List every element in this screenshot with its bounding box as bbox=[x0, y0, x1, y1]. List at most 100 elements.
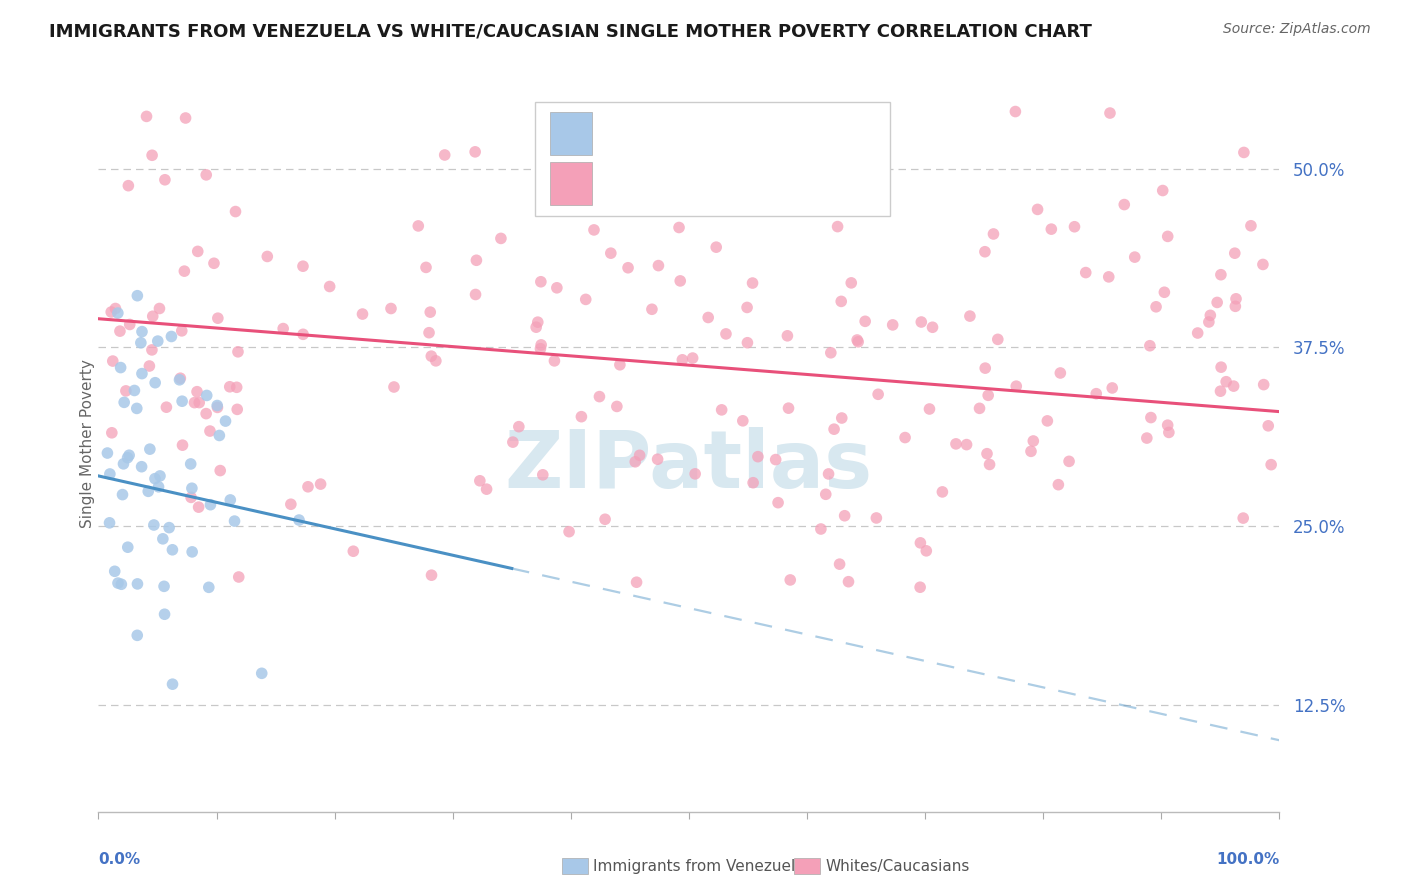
Point bbox=[865, 511, 887, 525]
Point bbox=[1136, 431, 1159, 445]
Point bbox=[112, 457, 135, 471]
Point bbox=[352, 307, 374, 321]
Point bbox=[138, 359, 160, 373]
Point bbox=[1152, 184, 1174, 198]
Point bbox=[839, 276, 862, 290]
Point bbox=[959, 309, 981, 323]
Point bbox=[297, 480, 319, 494]
Point bbox=[1198, 315, 1220, 329]
Point bbox=[868, 387, 890, 401]
Point bbox=[153, 607, 176, 622]
Point bbox=[668, 220, 690, 235]
Point bbox=[153, 173, 176, 187]
Point bbox=[155, 401, 177, 415]
Point bbox=[669, 274, 692, 288]
Point bbox=[741, 276, 763, 290]
Point bbox=[1209, 268, 1232, 282]
Point bbox=[974, 244, 997, 259]
Point bbox=[110, 577, 132, 591]
Point bbox=[776, 328, 799, 343]
Text: Source: ZipAtlas.com: Source: ZipAtlas.com bbox=[1223, 22, 1371, 37]
Point bbox=[915, 544, 938, 558]
Point bbox=[882, 318, 904, 332]
Point bbox=[1074, 266, 1097, 280]
Point bbox=[894, 431, 917, 445]
Point bbox=[599, 246, 621, 260]
Point bbox=[810, 522, 832, 536]
Point bbox=[766, 496, 789, 510]
Point bbox=[1063, 219, 1085, 234]
Point bbox=[1085, 386, 1108, 401]
Text: Immigrants from Venezuela: Immigrants from Venezuela bbox=[593, 859, 806, 873]
Point bbox=[226, 402, 249, 417]
Point bbox=[671, 352, 693, 367]
Point bbox=[647, 259, 669, 273]
Point bbox=[910, 536, 932, 550]
Point bbox=[280, 497, 302, 511]
Point bbox=[1156, 418, 1178, 433]
Point bbox=[582, 223, 605, 237]
Point bbox=[547, 200, 569, 214]
Point bbox=[742, 475, 765, 490]
Point bbox=[420, 349, 443, 363]
Point bbox=[131, 325, 153, 339]
Point bbox=[380, 301, 402, 316]
Point bbox=[117, 540, 139, 554]
Point bbox=[606, 400, 628, 414]
Point bbox=[309, 477, 332, 491]
Point bbox=[704, 240, 727, 254]
Point bbox=[107, 306, 129, 320]
Point bbox=[617, 260, 640, 275]
Point bbox=[186, 384, 208, 399]
Point bbox=[502, 435, 524, 450]
Point bbox=[918, 402, 941, 417]
Point bbox=[98, 467, 121, 481]
Point bbox=[195, 388, 218, 402]
Point bbox=[1049, 366, 1071, 380]
Point bbox=[1225, 292, 1247, 306]
Point bbox=[830, 294, 852, 309]
Point bbox=[143, 376, 166, 390]
Point bbox=[1019, 444, 1042, 458]
Point bbox=[575, 293, 598, 307]
Point bbox=[127, 628, 149, 642]
Point bbox=[180, 457, 202, 471]
Point bbox=[112, 395, 135, 409]
Point bbox=[342, 544, 364, 558]
Point bbox=[382, 380, 405, 394]
Text: N =: N = bbox=[682, 175, 730, 193]
Point bbox=[104, 301, 127, 316]
Point bbox=[107, 576, 129, 591]
Point bbox=[172, 438, 194, 452]
Point bbox=[846, 333, 869, 347]
Point bbox=[118, 318, 141, 332]
Point bbox=[139, 442, 162, 457]
Point bbox=[1209, 384, 1232, 399]
Point bbox=[104, 564, 127, 578]
Point bbox=[180, 481, 202, 495]
Point bbox=[464, 287, 486, 301]
Point bbox=[181, 545, 204, 559]
Point bbox=[209, 464, 232, 478]
Point bbox=[115, 384, 138, 398]
Point bbox=[143, 472, 166, 486]
Point bbox=[817, 467, 839, 481]
Point bbox=[1098, 269, 1121, 284]
Point bbox=[425, 354, 447, 368]
Text: Whites/Caucasians: Whites/Caucasians bbox=[825, 859, 970, 873]
Point bbox=[1222, 379, 1244, 393]
Point bbox=[146, 334, 169, 348]
Point bbox=[827, 219, 849, 234]
Point bbox=[1144, 300, 1167, 314]
Point bbox=[853, 314, 876, 328]
Point bbox=[1098, 106, 1121, 120]
Point bbox=[291, 259, 314, 273]
Point bbox=[1240, 219, 1263, 233]
Point bbox=[974, 361, 997, 376]
Point bbox=[983, 227, 1005, 241]
Point bbox=[1187, 326, 1209, 340]
Point bbox=[609, 358, 631, 372]
Point bbox=[98, 516, 121, 530]
Point bbox=[183, 395, 205, 409]
Point bbox=[731, 414, 754, 428]
